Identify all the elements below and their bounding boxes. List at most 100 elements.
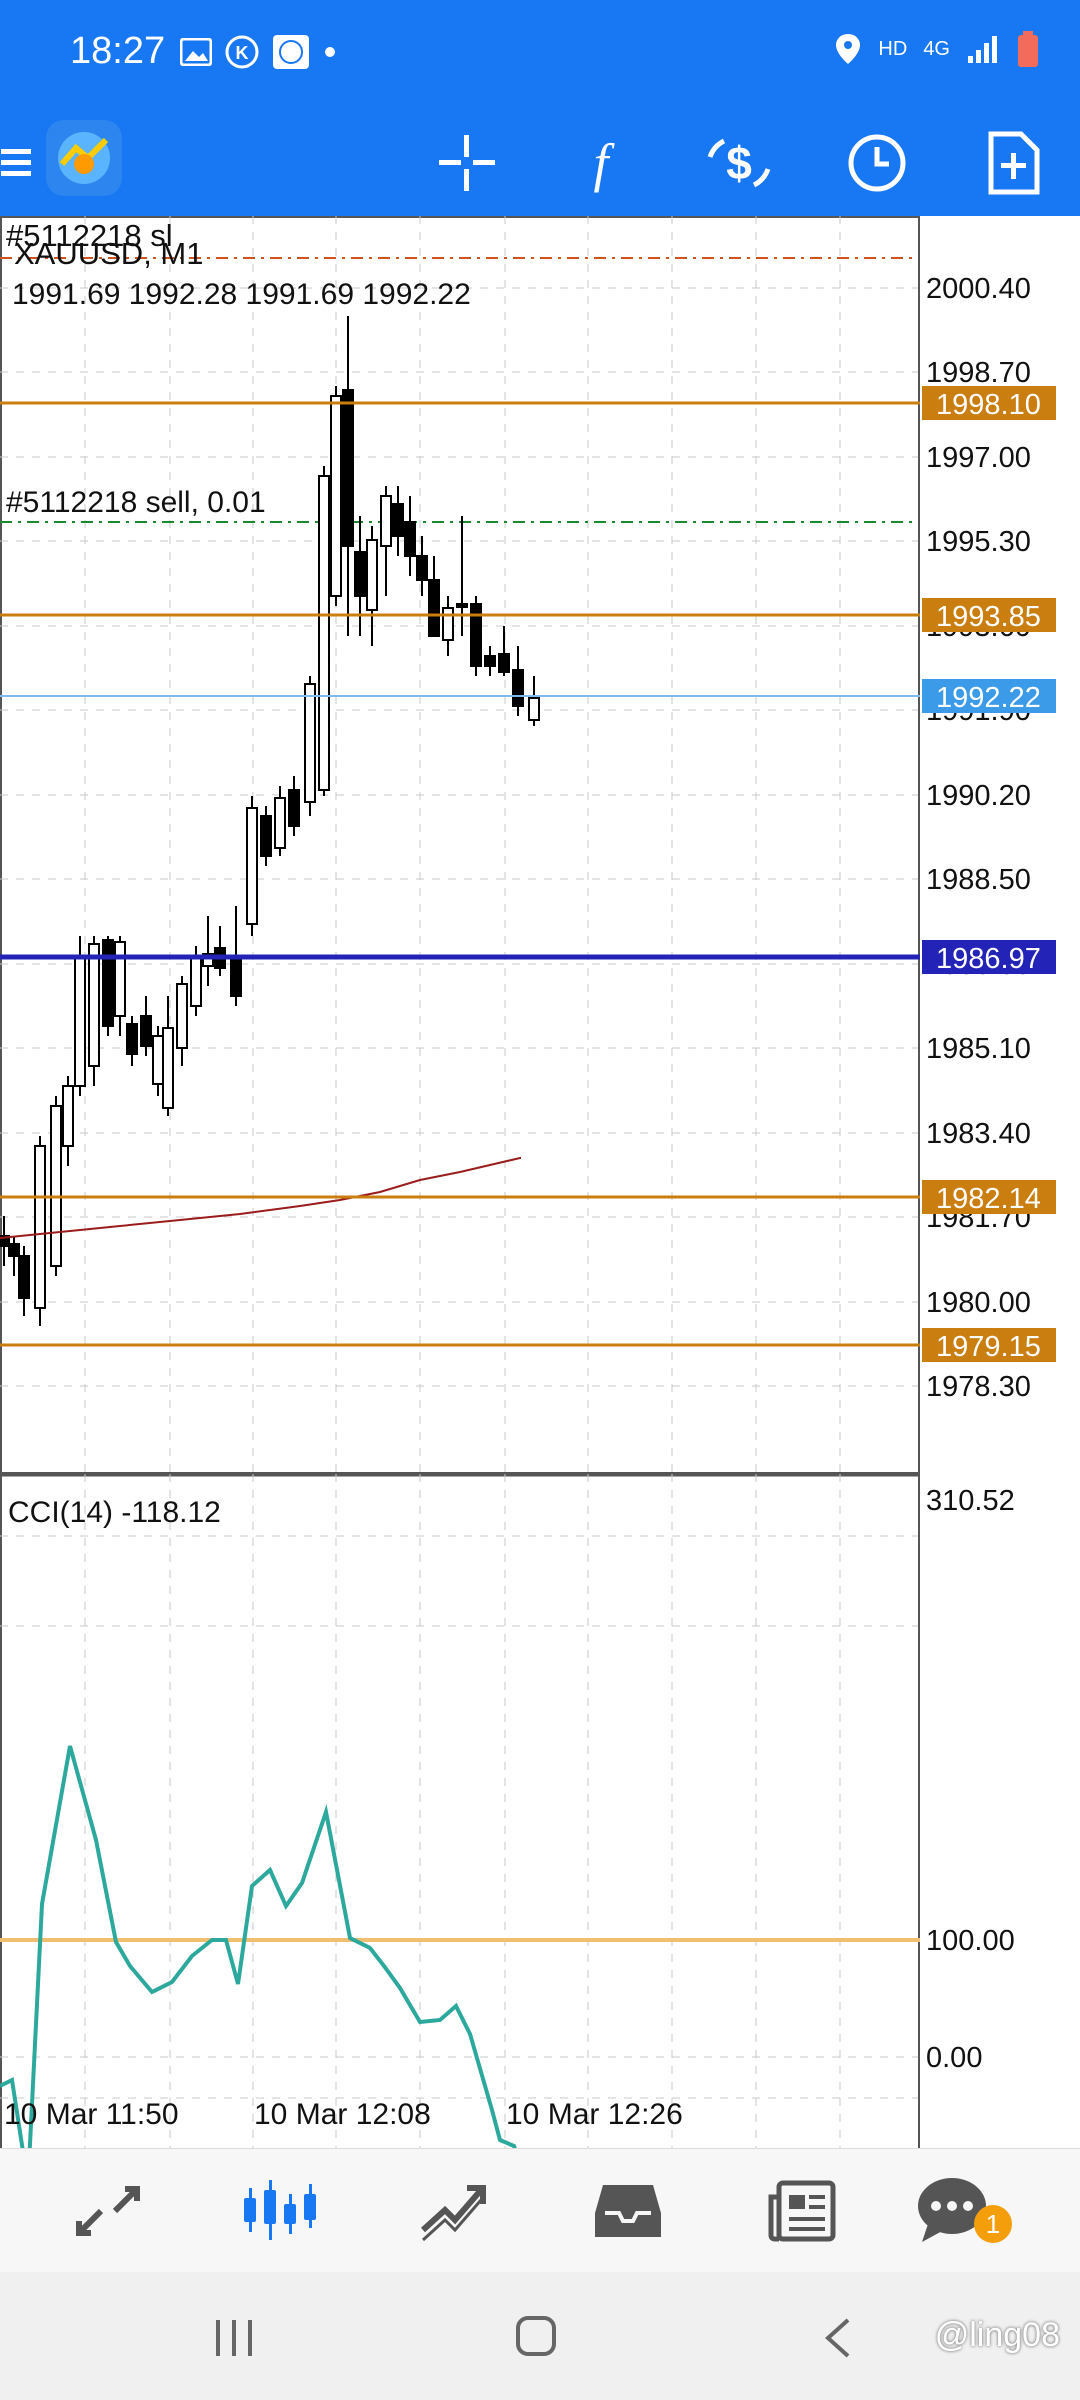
- price-tick-label: 1985.10: [926, 1033, 1031, 1065]
- candle: [34, 1136, 46, 1326]
- cci-label: CCI(14) -118.12: [8, 1496, 221, 1529]
- candle: [484, 646, 496, 676]
- svg-text:f: f: [593, 133, 615, 193]
- watermark: @ling08: [934, 2316, 1060, 2354]
- app-notification-icon: [273, 35, 309, 69]
- app-logo: [44, 118, 124, 198]
- status-right-icons: HD 4G: [834, 30, 1040, 68]
- candle: [0, 1216, 10, 1266]
- candle: [470, 596, 482, 676]
- candle: [114, 936, 126, 1036]
- system-navigation: [0, 2272, 1080, 2400]
- candle: [342, 316, 354, 636]
- svg-text:1998.10: 1998.10: [936, 389, 1041, 421]
- price-level-tag: 1993.85: [922, 598, 1056, 633]
- candle: [304, 676, 316, 816]
- candle: [50, 1096, 62, 1276]
- network-label: 4G: [923, 37, 950, 60]
- price-level-tags: 1998.10 1993.85 1992.22 1986.97 1982.14 1979.…: [922, 386, 1056, 1363]
- candle: [380, 486, 392, 596]
- candle: [88, 936, 100, 1086]
- candle: [330, 386, 342, 606]
- menu-icon[interactable]: [0, 128, 56, 198]
- chart-icon[interactable]: [240, 2171, 320, 2251]
- chat-icon[interactable]: [914, 2171, 994, 2251]
- candle: [102, 936, 114, 1036]
- new-document-icon[interactable]: [978, 128, 1048, 198]
- trade-nav-icon[interactable]: [414, 2171, 494, 2251]
- price-tick-label: 1997.00: [926, 442, 1031, 474]
- cci-tick-label: 100.00: [926, 1925, 1015, 1957]
- history-icon[interactable]: [588, 2171, 668, 2251]
- candle: [512, 646, 524, 716]
- cci-tick-label: 310.52: [926, 1485, 1015, 1517]
- candlestick-series: [0, 316, 540, 1326]
- svg-text:1993.85: 1993.85: [936, 601, 1041, 633]
- moving-average-line: [0, 1157, 521, 1239]
- price-tick-label: 1978.30: [926, 1371, 1031, 1403]
- recent-apps-icon[interactable]: [214, 2318, 254, 2363]
- svg-text:1979.15: 1979.15: [936, 1331, 1041, 1363]
- price-level-tag: 1982.14: [922, 1180, 1056, 1215]
- price-level-tag: 1979.15: [922, 1328, 1056, 1363]
- candle: [366, 526, 378, 646]
- candle: [428, 556, 440, 637]
- candle: [392, 486, 404, 556]
- candle: [202, 916, 214, 986]
- price-chart[interactable]: #5112218 sl XAUUSD, M1 1991.69 1992.28 1…: [0, 216, 1080, 1474]
- candle: [176, 976, 188, 1066]
- candle: [404, 496, 416, 576]
- status-notification-icons: K: [180, 34, 338, 70]
- cci-tick-label: 0.00: [926, 2042, 982, 2074]
- svg-text:1992.22: 1992.22: [936, 682, 1041, 714]
- candle: [18, 1246, 30, 1316]
- trade-icon[interactable]: $: [704, 128, 774, 198]
- candle: [8, 1236, 20, 1276]
- battery-icon: [1018, 31, 1038, 67]
- price-level-tag: 1992.22: [922, 679, 1056, 714]
- time-axis: 10 Mar 11:50 10 Mar 12:08 10 Mar 12:26: [0, 2098, 1080, 2138]
- price-tick-label: 1988.50: [926, 864, 1031, 896]
- time-label-3: 10 Mar 12:26: [506, 2098, 683, 2131]
- price-tick-label: 1980.00: [926, 1287, 1031, 1319]
- image-notification-icon: [180, 38, 212, 66]
- candle: [274, 786, 286, 856]
- candle: [74, 936, 86, 1096]
- svg-text:1982.14: 1982.14: [936, 1183, 1041, 1215]
- clock-icon[interactable]: [842, 128, 912, 198]
- chart-area[interactable]: #5112218 sl XAUUSD, M1 1991.69 1992.28 1…: [0, 216, 1080, 2317]
- k-app-icon: K: [225, 35, 259, 69]
- svg-text:$: $: [726, 137, 752, 189]
- bottom-navigation: 1: [0, 2148, 1080, 2273]
- home-icon[interactable]: [514, 2314, 558, 2363]
- candle: [260, 806, 272, 866]
- quotes-icon[interactable]: [68, 2171, 148, 2251]
- chat-badge: 1: [974, 2205, 1012, 2243]
- price-level-tag: 1986.97: [922, 940, 1056, 975]
- news-icon[interactable]: [762, 2171, 842, 2251]
- crosshair-icon[interactable]: [432, 128, 502, 198]
- candle: [140, 996, 152, 1056]
- svg-text:1986.97: 1986.97: [936, 943, 1041, 975]
- price-level-tag: 1998.10: [922, 386, 1056, 421]
- price-tick-label: 2000.40: [926, 273, 1031, 305]
- candle: [318, 466, 330, 796]
- candle: [246, 796, 258, 936]
- price-tick-label: 1995.30: [926, 526, 1031, 558]
- top-toolbar: f $: [0, 110, 1080, 216]
- time-label-2: 10 Mar 12:08: [254, 2098, 431, 2131]
- candle: [126, 1016, 138, 1066]
- price-tick-label: 1998.70: [926, 357, 1031, 389]
- candle: [288, 776, 300, 836]
- cci-line: [0, 1745, 548, 2197]
- back-icon[interactable]: [822, 2316, 852, 2365]
- ohlc-label: 1991.69 1992.28 1991.69 1992.22: [12, 278, 471, 311]
- price-tick-label: 1990.20: [926, 780, 1031, 812]
- symbol-label: XAUUSD, M1: [14, 236, 203, 271]
- status-time: 18:27: [70, 30, 166, 72]
- signal-icon: [968, 36, 997, 63]
- candle: [416, 536, 428, 596]
- candle: [442, 596, 454, 656]
- candle: [62, 1076, 74, 1166]
- function-icon[interactable]: f: [566, 128, 636, 198]
